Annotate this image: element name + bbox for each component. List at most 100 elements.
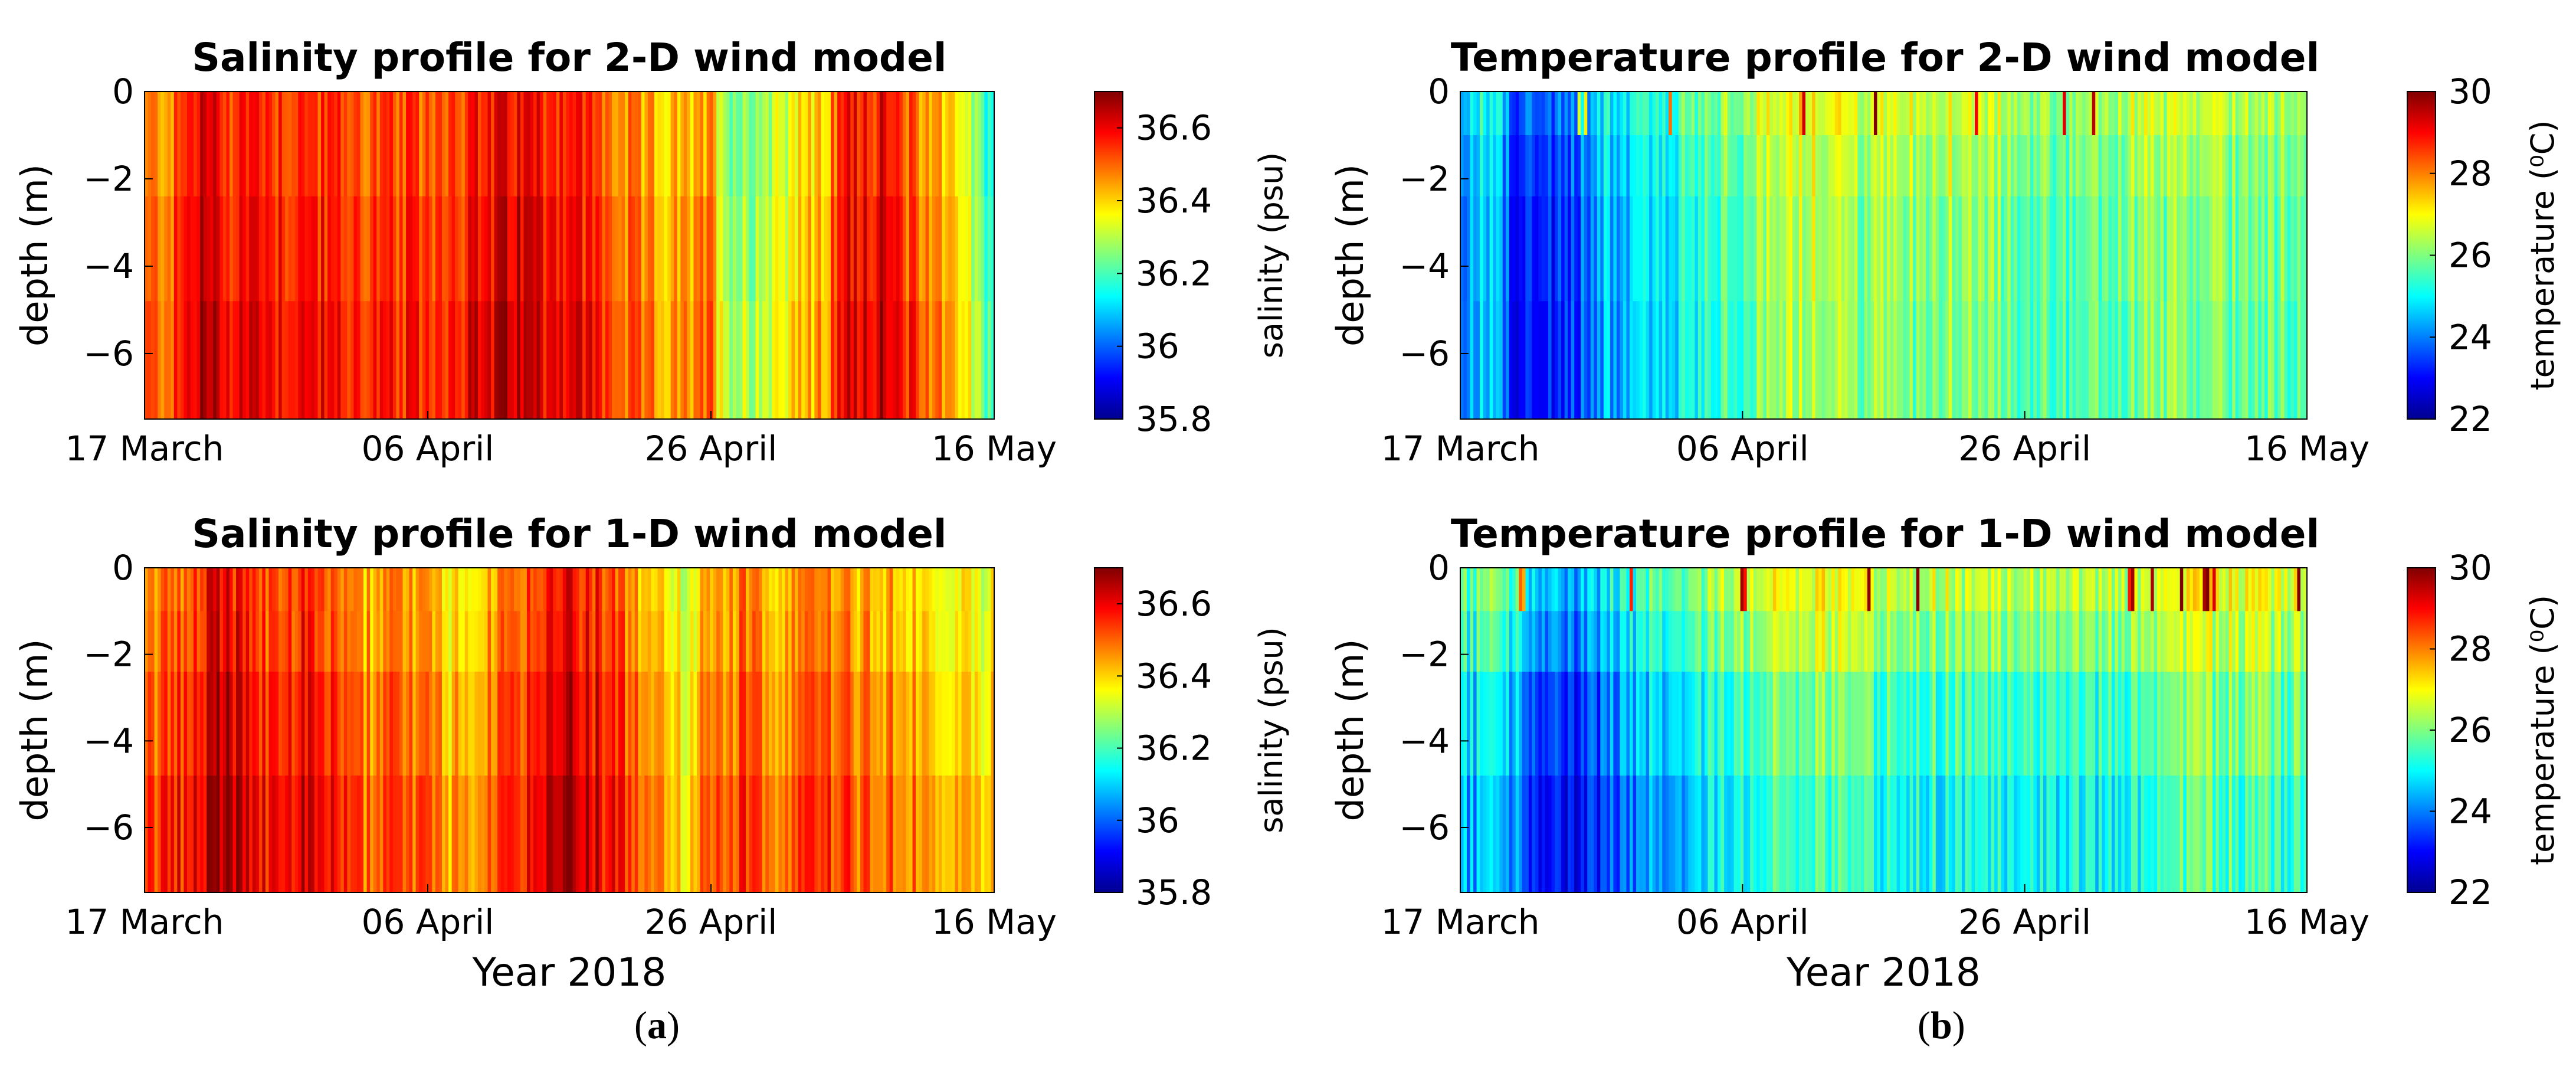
- heatmap-cell: [889, 672, 893, 776]
- heatmap-cell: [2147, 611, 2151, 672]
- heatmap-cell: [592, 672, 596, 776]
- colorbar-tick-label: 35.8: [1136, 872, 1212, 912]
- heatmap-cell: [612, 611, 616, 672]
- heatmap-cell: [628, 672, 632, 776]
- heatmap-cell: [912, 91, 916, 197]
- heatmap-cell: [867, 91, 871, 197]
- heatmap-cell: [2134, 91, 2138, 136]
- heatmap-cell: [2095, 91, 2099, 136]
- heatmap-cell: [1684, 196, 1689, 302]
- heatmap-cell: [556, 196, 560, 302]
- heatmap-cell: [2098, 672, 2102, 776]
- heatmap-cell: [458, 196, 462, 302]
- heatmap-cell: [200, 568, 204, 611]
- heatmap-cell: [598, 776, 602, 893]
- heatmap-cell: [1574, 301, 1578, 420]
- heatmap-cell: [1743, 196, 1748, 302]
- heatmap-cell: [2049, 611, 2054, 672]
- heatmap-cell: [1838, 568, 1842, 611]
- heatmap-cell: [151, 568, 155, 611]
- heatmap-cell: [1541, 91, 1546, 136]
- heatmap-cell: [710, 776, 714, 893]
- heatmap-cell: [445, 196, 449, 302]
- heatmap-cell: [2144, 91, 2148, 136]
- heatmap-cell: [618, 672, 622, 776]
- heatmap-cell: [2131, 135, 2135, 197]
- heatmap-cell: [1955, 776, 1959, 893]
- heatmap-cell: [1525, 568, 1529, 611]
- heatmap-cell: [435, 672, 440, 776]
- heatmap-cell: [759, 672, 763, 776]
- heatmap-cell: [840, 611, 844, 672]
- heatmap-cell: [661, 568, 665, 611]
- heatmap-cell: [850, 672, 854, 776]
- heatmap-cell: [1633, 611, 1637, 672]
- heatmap-cell: [370, 672, 374, 776]
- heatmap-cell: [1535, 672, 1539, 776]
- heatmap-cell: [1766, 672, 1770, 776]
- heatmap-cell: [412, 672, 417, 776]
- heatmap-cell: [145, 196, 149, 302]
- heatmap-cell: [160, 611, 165, 672]
- heatmap-cell: [1496, 135, 1500, 197]
- heatmap-cell: [1463, 672, 1467, 776]
- heatmap-cell: [801, 196, 805, 302]
- heatmap-cell: [448, 91, 453, 197]
- heatmap-cell: [285, 776, 289, 893]
- heatmap-cell: [1991, 611, 1995, 672]
- heatmap-cell: [585, 196, 589, 302]
- heatmap-cell: [2059, 672, 2063, 776]
- heatmap-cell: [2154, 196, 2158, 302]
- heatmap-cell: [1626, 568, 1630, 611]
- heatmap-cell: [1639, 91, 1643, 136]
- heatmap-cell: [2001, 611, 2005, 672]
- heatmap-cell: [294, 672, 299, 776]
- heatmap-cell: [438, 611, 443, 672]
- heatmap-cell: [236, 672, 240, 776]
- heatmap-cell: [2303, 776, 2308, 893]
- heatmap-cell: [772, 91, 776, 197]
- heatmap-cell: [294, 568, 299, 611]
- heatmap-cell: [2218, 672, 2223, 776]
- heatmap-cell: [2261, 301, 2265, 420]
- heatmap-cell: [902, 776, 907, 893]
- heatmap-cell: [893, 568, 897, 611]
- heatmap-cell: [651, 672, 655, 776]
- heatmap-cell: [2079, 135, 2083, 197]
- colorbar-label: salinity (psu): [1253, 627, 1290, 833]
- heatmap-cell: [1561, 135, 1565, 197]
- colorbar-tick-label: 30: [2449, 548, 2492, 588]
- heatmap-cell: [497, 196, 502, 302]
- heatmap-cell: [2258, 611, 2262, 672]
- heatmap-cell: [2066, 611, 2070, 672]
- heatmap-cell: [1551, 776, 1555, 893]
- heatmap-cell: [1948, 611, 1952, 672]
- heatmap-cell: [2043, 611, 2047, 672]
- heatmap-cell: [1577, 568, 1581, 611]
- heatmap-cell: [824, 91, 828, 197]
- heatmap-cell: [958, 568, 962, 611]
- heatmap-cell: [523, 776, 527, 893]
- heatmap-cell: [2177, 196, 2181, 302]
- heatmap-cell: [1867, 672, 1872, 776]
- heatmap-cell: [249, 672, 253, 776]
- heatmap-cell: [739, 568, 743, 611]
- heatmap-cell: [298, 776, 302, 893]
- heatmap-cell: [2164, 301, 2168, 420]
- heatmap-cell: [1659, 91, 1663, 136]
- heatmap-cell: [2108, 568, 2112, 611]
- colorbar-tick-label: 26: [2449, 710, 2492, 750]
- heatmap-cell: [171, 301, 175, 420]
- heatmap-cell: [765, 611, 769, 672]
- heatmap-cell: [1633, 91, 1637, 136]
- heatmap-cell: [1802, 135, 1806, 197]
- heatmap-cell: [1772, 672, 1777, 776]
- heatmap-cell: [1558, 91, 1562, 136]
- heatmap-cell: [2128, 568, 2132, 611]
- heatmap-cell: [2007, 672, 2011, 776]
- x-tick-label: 06 April: [362, 428, 494, 469]
- heatmap-cell: [618, 301, 622, 420]
- heatmap-cell: [2014, 672, 2018, 776]
- heatmap-cell: [1502, 672, 1506, 776]
- heatmap-cell: [540, 91, 544, 197]
